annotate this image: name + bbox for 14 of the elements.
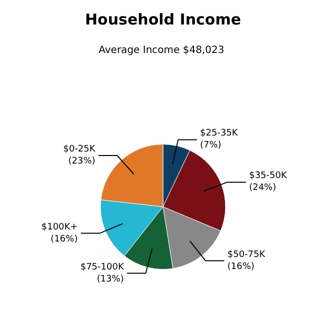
data-label: (23%) xyxy=(68,156,96,167)
data-label: (13%) xyxy=(96,274,124,284)
data-label: (7%) xyxy=(200,140,222,151)
slice-label: $100K+ xyxy=(41,222,78,232)
data-label: (16%) xyxy=(227,262,254,272)
chart-subtitle: Average Income $48,023 xyxy=(98,45,224,56)
data-label: (16%) xyxy=(50,234,78,244)
chart-title: Household Income xyxy=(85,10,241,28)
slice-label: $50-75K xyxy=(227,250,266,260)
slice-label: $25-35K xyxy=(200,128,239,139)
slice-label: $35-50K xyxy=(249,171,288,182)
slice-label: $75-100K xyxy=(80,262,125,272)
slice-label: $0-25K xyxy=(63,144,96,155)
data-label: (24%) xyxy=(249,183,276,194)
